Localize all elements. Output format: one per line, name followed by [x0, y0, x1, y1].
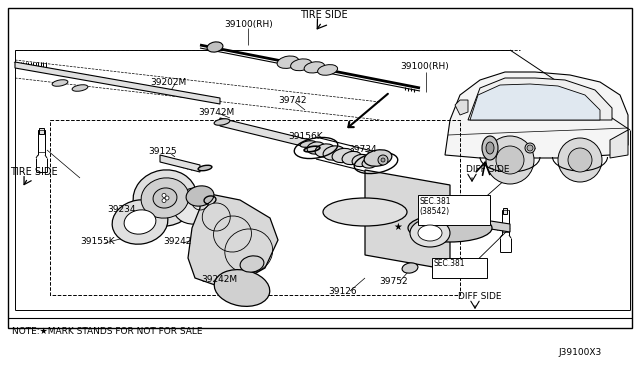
Circle shape — [160, 200, 166, 206]
Bar — [38, 130, 45, 152]
Ellipse shape — [482, 136, 498, 160]
Bar — [8, 8, 632, 328]
Ellipse shape — [323, 198, 407, 226]
Ellipse shape — [402, 263, 418, 273]
Polygon shape — [455, 100, 468, 115]
Ellipse shape — [408, 214, 492, 242]
Polygon shape — [365, 170, 450, 270]
Ellipse shape — [207, 42, 223, 52]
Circle shape — [558, 138, 602, 182]
Ellipse shape — [342, 151, 362, 165]
Ellipse shape — [240, 256, 264, 272]
Text: DIFF SIDE: DIFF SIDE — [458, 292, 502, 301]
Ellipse shape — [486, 142, 494, 154]
Circle shape — [527, 145, 533, 151]
Circle shape — [496, 146, 524, 174]
Polygon shape — [15, 62, 220, 104]
Ellipse shape — [141, 178, 189, 218]
Ellipse shape — [186, 186, 214, 206]
Ellipse shape — [214, 270, 269, 307]
Circle shape — [525, 143, 535, 153]
Text: TIRE SIDE: TIRE SIDE — [300, 10, 348, 20]
Circle shape — [486, 136, 534, 184]
Ellipse shape — [317, 65, 337, 75]
Ellipse shape — [173, 188, 217, 224]
Ellipse shape — [198, 165, 212, 171]
Bar — [503, 208, 507, 214]
Ellipse shape — [304, 62, 324, 73]
Circle shape — [381, 158, 385, 162]
Ellipse shape — [418, 225, 442, 241]
Polygon shape — [610, 130, 628, 158]
Polygon shape — [188, 192, 278, 285]
Polygon shape — [452, 215, 510, 232]
Bar — [418, 195, 490, 225]
Circle shape — [160, 190, 166, 196]
Text: 39734: 39734 — [348, 145, 376, 154]
Circle shape — [164, 200, 170, 206]
Polygon shape — [445, 72, 628, 158]
Circle shape — [166, 195, 172, 201]
Text: 39156K: 39156K — [288, 132, 323, 141]
Bar — [39, 128, 44, 134]
Circle shape — [164, 190, 170, 196]
Text: 39242M: 39242M — [201, 275, 237, 284]
Text: SEC.381: SEC.381 — [434, 259, 465, 268]
Ellipse shape — [214, 119, 230, 125]
Ellipse shape — [352, 154, 370, 167]
Text: 39752: 39752 — [379, 277, 408, 286]
Text: 39234: 39234 — [107, 205, 136, 214]
Text: SEC.381
(38542): SEC.381 (38542) — [419, 197, 451, 217]
Circle shape — [162, 193, 166, 198]
Ellipse shape — [323, 146, 345, 160]
Polygon shape — [468, 78, 612, 120]
Text: 39100(RH): 39100(RH) — [400, 62, 449, 71]
Circle shape — [162, 199, 166, 203]
Circle shape — [165, 196, 169, 200]
Polygon shape — [220, 118, 310, 148]
Ellipse shape — [52, 80, 68, 86]
Polygon shape — [470, 84, 600, 120]
Text: 39125: 39125 — [148, 147, 177, 156]
Ellipse shape — [124, 210, 156, 234]
Ellipse shape — [112, 200, 168, 244]
Ellipse shape — [133, 170, 197, 226]
Bar — [50, 120, 460, 295]
Text: DIFF SIDE: DIFF SIDE — [466, 165, 509, 174]
Text: 39202M: 39202M — [150, 78, 186, 87]
Ellipse shape — [364, 150, 392, 166]
Circle shape — [568, 148, 592, 172]
Ellipse shape — [410, 219, 450, 247]
Ellipse shape — [72, 85, 88, 91]
Bar — [432, 258, 487, 278]
Text: ★: ★ — [394, 222, 403, 232]
Text: 39742M: 39742M — [198, 108, 234, 117]
Ellipse shape — [300, 141, 316, 147]
Ellipse shape — [153, 188, 177, 208]
Text: 39242: 39242 — [163, 237, 191, 246]
Text: TIRE SIDE: TIRE SIDE — [10, 167, 58, 177]
Ellipse shape — [291, 59, 312, 71]
Ellipse shape — [332, 148, 354, 163]
Bar — [502, 210, 509, 232]
Ellipse shape — [307, 142, 325, 154]
Text: 39742: 39742 — [278, 96, 307, 105]
Text: J39100X3: J39100X3 — [558, 348, 601, 357]
Ellipse shape — [277, 56, 299, 68]
Text: NOTE:★MARK STANDS FOR NOT FOR SALE: NOTE:★MARK STANDS FOR NOT FOR SALE — [12, 327, 202, 336]
Text: 39100(RH): 39100(RH) — [224, 20, 273, 29]
Ellipse shape — [362, 158, 378, 168]
Circle shape — [159, 195, 164, 201]
Text: 39155K: 39155K — [80, 237, 115, 246]
Polygon shape — [160, 155, 200, 172]
Circle shape — [378, 155, 388, 165]
Ellipse shape — [315, 144, 335, 157]
Text: 39126: 39126 — [328, 287, 356, 296]
